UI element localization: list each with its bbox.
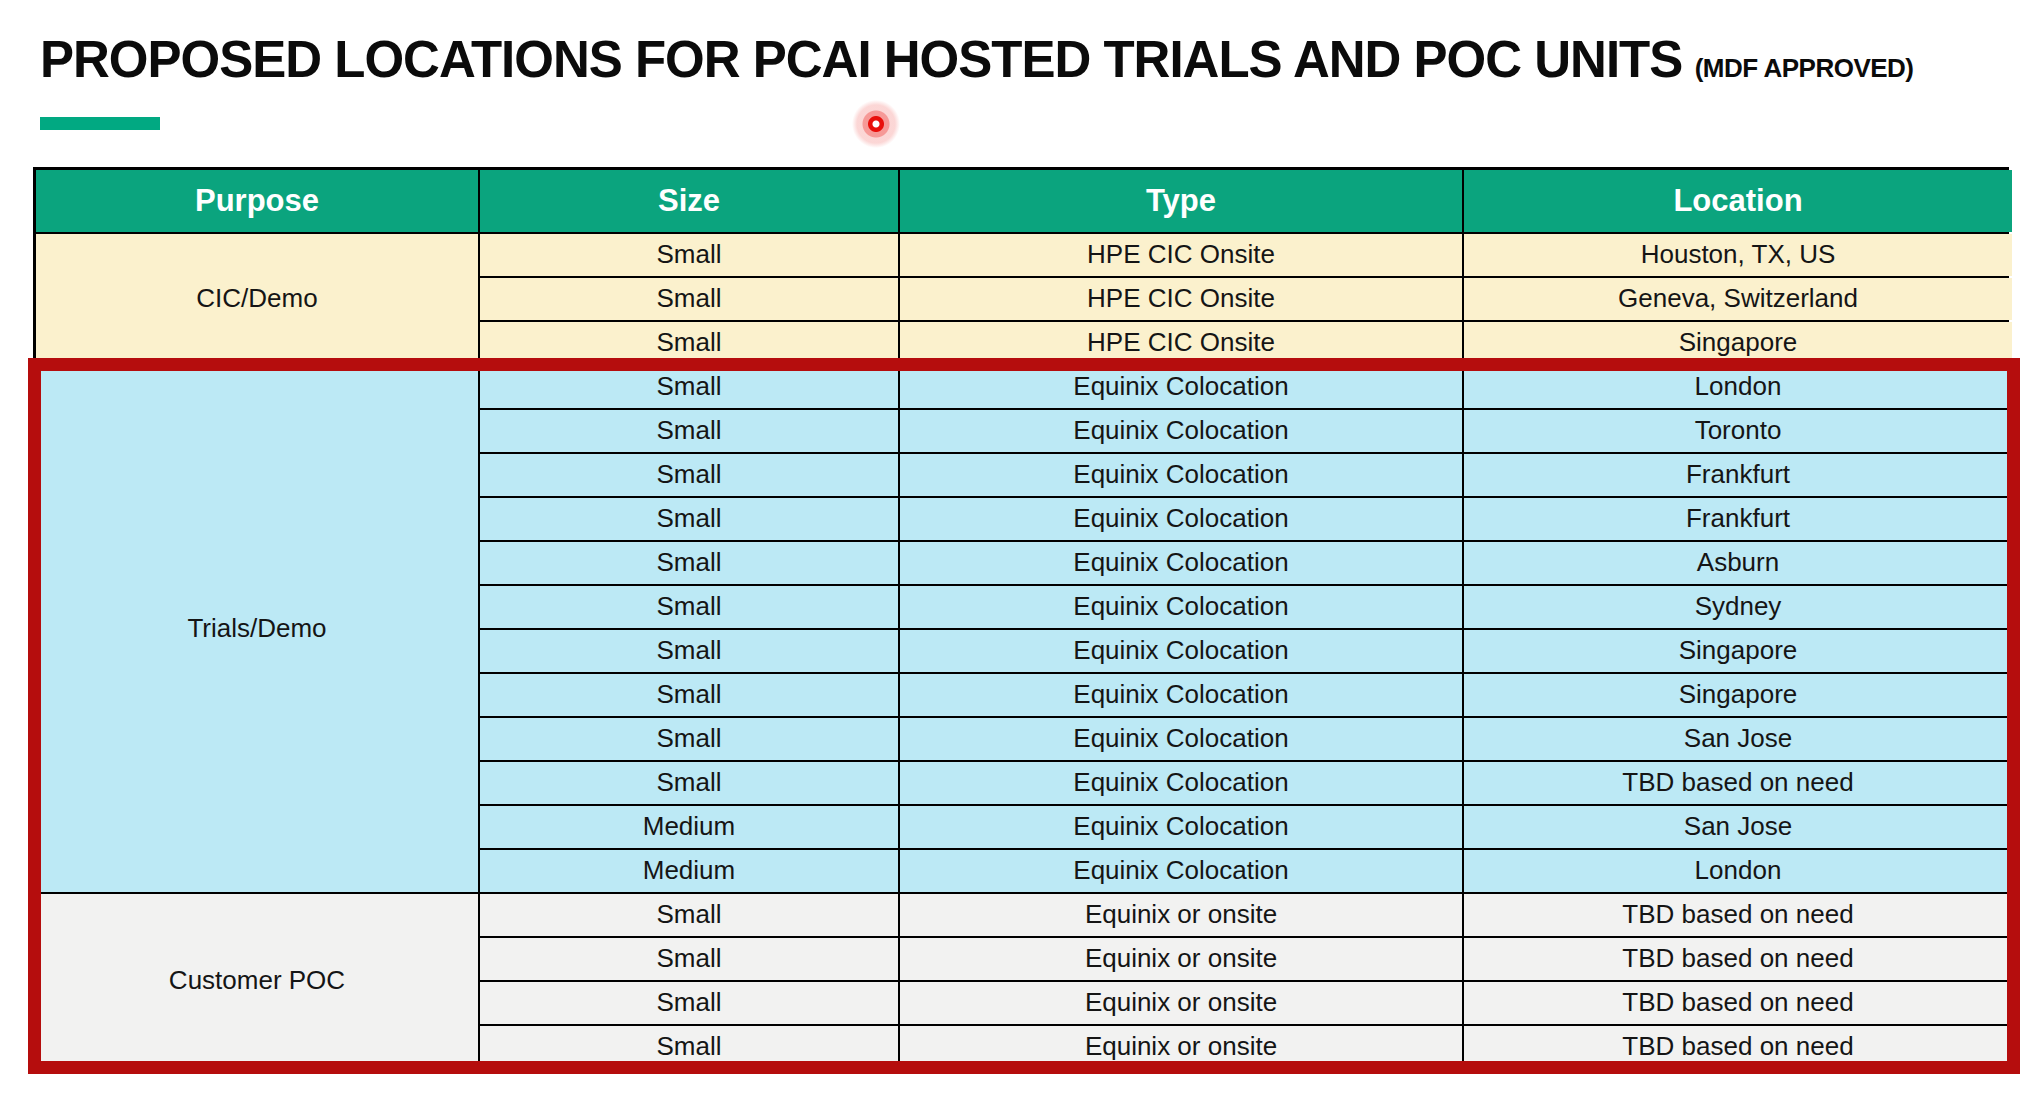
location-cell: Frankfurt <box>1464 498 2012 540</box>
size-cell: Small <box>480 410 898 452</box>
location-cell: Sydney <box>1464 586 2012 628</box>
size-cell: Medium <box>480 850 898 892</box>
location-cell: TBD based on need <box>1464 762 2012 804</box>
locations-table: Purpose Size Type Location CIC/DemoSmall… <box>33 167 2009 1071</box>
type-cell: HPE CIC Onsite <box>900 278 1462 320</box>
type-cell: Equinix Colocation <box>900 630 1462 672</box>
location-cell: San Jose <box>1464 718 2012 760</box>
purpose-group-cell: CIC/Demo <box>36 234 478 364</box>
location-cell: Singapore <box>1464 630 2012 672</box>
type-cell: Equinix Colocation <box>900 542 1462 584</box>
size-cell: Small <box>480 894 898 936</box>
page-title-suffix: (MDF APPROVED) <box>1695 53 1914 83</box>
type-cell: Equinix Colocation <box>900 762 1462 804</box>
location-cell: London <box>1464 366 2012 408</box>
size-cell: Medium <box>480 806 898 848</box>
column-header-size: Size <box>480 170 898 232</box>
type-cell: Equinix Colocation <box>900 366 1462 408</box>
type-cell: Equinix or onsite <box>900 894 1462 936</box>
location-cell: Singapore <box>1464 674 2012 716</box>
type-cell: Equinix or onsite <box>900 1026 1462 1068</box>
size-cell: Small <box>480 674 898 716</box>
type-cell: HPE CIC Onsite <box>900 234 1462 276</box>
column-header-location: Location <box>1464 170 2012 232</box>
size-cell: Small <box>480 1026 898 1068</box>
size-cell: Small <box>480 278 898 320</box>
size-cell: Small <box>480 234 898 276</box>
page-title-text: PROPOSED LOCATIONS FOR PCAI HOSTED TRIAL… <box>40 31 1682 88</box>
type-cell: Equinix or onsite <box>900 982 1462 1024</box>
type-cell: Equinix Colocation <box>900 806 1462 848</box>
type-cell: Equinix Colocation <box>900 454 1462 496</box>
location-cell: Houston, TX, US <box>1464 234 2012 276</box>
size-cell: Small <box>480 498 898 540</box>
size-cell: Small <box>480 718 898 760</box>
location-cell: London <box>1464 850 2012 892</box>
locations-table-container: Purpose Size Type Location CIC/DemoSmall… <box>33 167 2009 1071</box>
size-cell: Small <box>480 630 898 672</box>
location-cell: TBD based on need <box>1464 1026 2012 1068</box>
type-cell: HPE CIC Onsite <box>900 322 1462 364</box>
location-cell: Frankfurt <box>1464 454 2012 496</box>
size-cell: Small <box>480 542 898 584</box>
location-cell: Singapore <box>1464 322 2012 364</box>
column-header-purpose: Purpose <box>36 170 478 232</box>
size-cell: Small <box>480 982 898 1024</box>
type-cell: Equinix Colocation <box>900 410 1462 452</box>
purpose-group-cell: Customer POC <box>36 894 478 1068</box>
laser-pointer-dot <box>850 98 902 150</box>
purpose-group-cell: Trials/Demo <box>36 366 478 892</box>
type-cell: Equinix Colocation <box>900 718 1462 760</box>
column-header-type: Type <box>900 170 1462 232</box>
accent-underline-bar <box>40 117 160 130</box>
location-cell: Asburn <box>1464 542 2012 584</box>
size-cell: Small <box>480 366 898 408</box>
location-cell: TBD based on need <box>1464 982 2012 1024</box>
location-cell: San Jose <box>1464 806 2012 848</box>
type-cell: Equinix Colocation <box>900 586 1462 628</box>
type-cell: Equinix or onsite <box>900 938 1462 980</box>
location-cell: Toronto <box>1464 410 2012 452</box>
location-cell: TBD based on need <box>1464 894 2012 936</box>
type-cell: Equinix Colocation <box>900 674 1462 716</box>
type-cell: Equinix Colocation <box>900 498 1462 540</box>
size-cell: Small <box>480 586 898 628</box>
type-cell: Equinix Colocation <box>900 850 1462 892</box>
size-cell: Small <box>480 322 898 364</box>
size-cell: Small <box>480 454 898 496</box>
size-cell: Small <box>480 938 898 980</box>
page-title: PROPOSED LOCATIONS FOR PCAI HOSTED TRIAL… <box>40 30 2000 89</box>
size-cell: Small <box>480 762 898 804</box>
location-cell: TBD based on need <box>1464 938 2012 980</box>
location-cell: Geneva, Switzerland <box>1464 278 2012 320</box>
